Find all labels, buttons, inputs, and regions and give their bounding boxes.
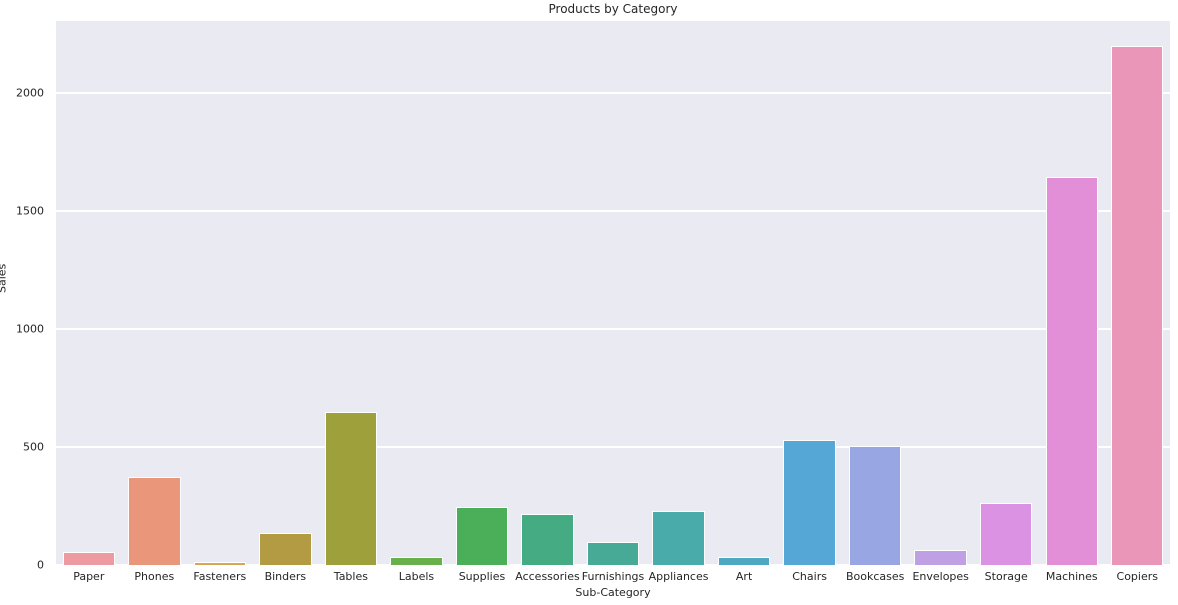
bar-slot-bookcases	[842, 21, 908, 565]
x-tick-label-phones: Phones	[134, 570, 175, 583]
bar-labels	[390, 556, 443, 565]
x-tick-label-envelopes: Envelopes	[912, 570, 969, 583]
bar-supplies	[455, 506, 509, 565]
bar-accessories	[521, 514, 574, 565]
bar-slot-labels	[384, 21, 450, 565]
y-tick-label-2000: 2000	[16, 86, 44, 100]
y-tick-label-500: 500	[23, 440, 44, 454]
x-tick-label-tables: Tables	[333, 570, 368, 583]
x-tick-label-supplies: Supplies	[458, 570, 506, 583]
bar-fasteners	[193, 561, 247, 565]
gridline-1000	[56, 328, 1170, 330]
x-tick-label-fasteners: Fasteners	[193, 570, 247, 583]
y-tick-label-0: 0	[37, 558, 44, 572]
gridline-2000	[56, 92, 1170, 94]
x-tick-label-bookcases: Bookcases	[845, 570, 905, 583]
bar-slot-copiers	[1105, 21, 1171, 565]
bar-phones	[128, 477, 181, 565]
bar-tables	[324, 411, 378, 565]
gridline-0	[56, 564, 1170, 566]
bar-slot-storage	[973, 21, 1039, 565]
x-tick-label-chairs: Chairs	[792, 570, 827, 583]
bars-container	[56, 21, 1170, 565]
gridline-500	[56, 446, 1170, 448]
plot-area	[56, 21, 1170, 566]
bar-slot-tables	[318, 21, 384, 565]
x-axis-label: Sub-Category	[575, 586, 651, 599]
y-tick-labels: 0 500 1000 1500 2000	[0, 21, 50, 572]
bar-slot-machines	[1039, 21, 1105, 565]
y-tick-label-1500: 1500	[16, 204, 44, 218]
bar-slot-phones	[122, 21, 188, 565]
bar-slot-envelopes	[908, 21, 974, 565]
x-tick-label-paper: Paper	[73, 570, 105, 583]
x-tick-label-binders: Binders	[264, 570, 307, 583]
bar-slot-chairs	[777, 21, 843, 565]
x-tick-label-furnishings: Furnishings	[581, 570, 645, 583]
bar-slot-paper	[56, 21, 122, 565]
bar-paper	[62, 551, 115, 565]
bar-appliances	[652, 510, 705, 565]
bar-art	[717, 556, 771, 565]
chart-title: Products by Category	[548, 2, 678, 16]
x-tick-label-appliances: Appliances	[648, 570, 709, 583]
bar-bookcases	[848, 446, 902, 565]
bar-furnishings	[586, 542, 640, 565]
bar-slot-appliances	[646, 21, 712, 565]
x-tick-label-storage: Storage	[984, 570, 1028, 583]
y-tick-label-1000: 1000	[16, 322, 44, 336]
bar-slot-art	[711, 21, 777, 565]
bar-envelopes	[914, 549, 967, 565]
x-tick-label-machines: Machines	[1045, 570, 1098, 583]
bar-slot-supplies	[449, 21, 515, 565]
bar-binders	[259, 533, 312, 565]
bar-storage	[979, 502, 1033, 565]
gridline-1500	[56, 210, 1170, 212]
x-tick-label-accessories: Accessories	[515, 570, 580, 583]
bar-slot-accessories	[515, 21, 581, 565]
bar-slot-binders	[253, 21, 319, 565]
bar-chairs	[783, 439, 836, 565]
x-tick-labels: Paper Phones Fasteners Binders Tables Labels S…	[56, 570, 1170, 583]
x-tick-label-art: Art	[735, 570, 753, 583]
x-tick-label-labels: Labels	[398, 570, 435, 583]
bar-slot-furnishings	[580, 21, 646, 565]
bar-slot-fasteners	[187, 21, 253, 565]
bar-machines	[1045, 176, 1098, 565]
bar-copiers	[1111, 46, 1164, 565]
x-tick-label-copiers: Copiers	[1116, 570, 1158, 583]
